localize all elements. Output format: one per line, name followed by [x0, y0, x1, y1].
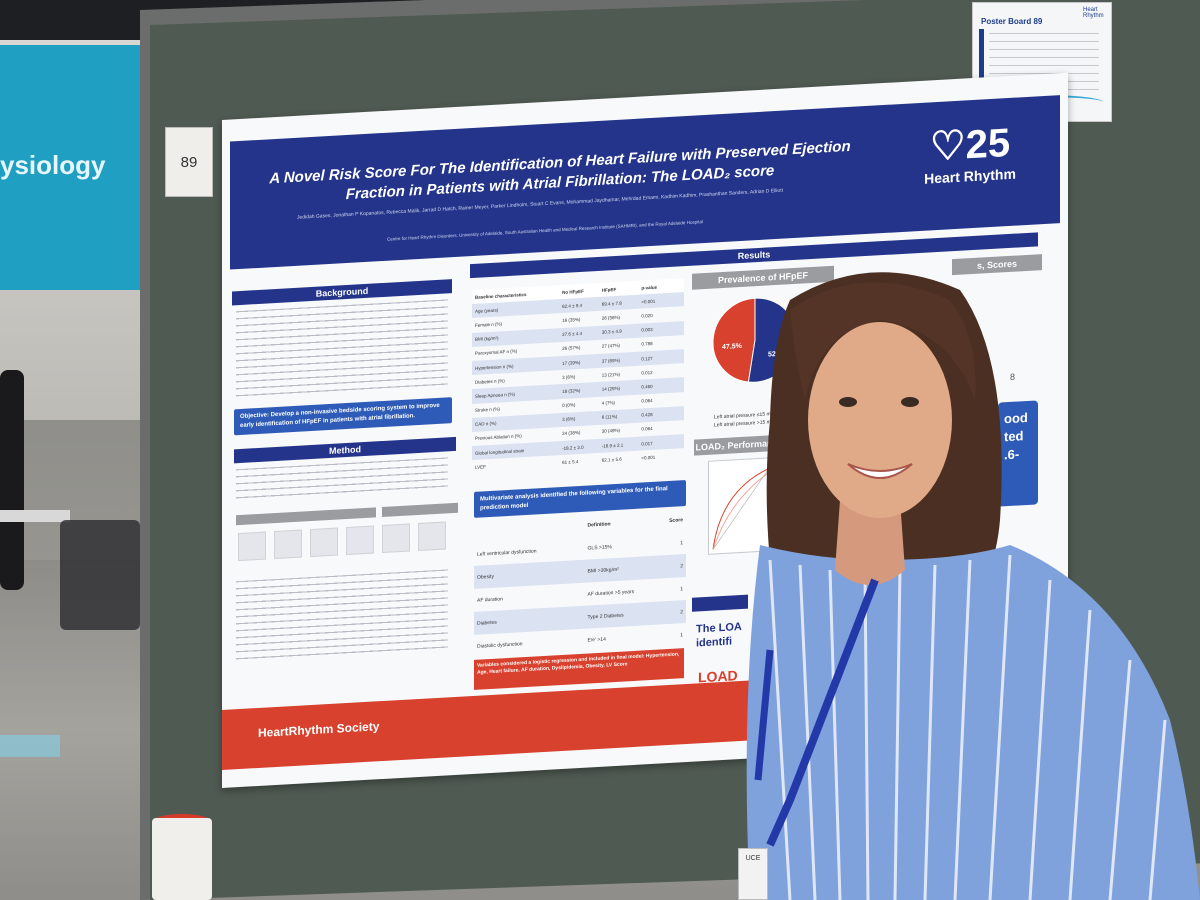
poster-board-label-title: Poster Board 89 — [981, 17, 1043, 26]
label-stripe — [979, 29, 984, 101]
lanyard-left — [754, 649, 774, 781]
label-logo: Heart Rhythm — [1083, 7, 1104, 19]
eye-right — [901, 397, 919, 407]
roc-diagonal — [712, 468, 770, 550]
roc-curve — [712, 472, 770, 550]
pie-slice — [712, 297, 756, 383]
face — [808, 322, 952, 518]
background-person — [0, 370, 24, 590]
floor-light-reflection — [0, 735, 60, 757]
neck — [835, 500, 905, 585]
smile — [847, 463, 913, 479]
background-chair — [60, 520, 140, 630]
roc-curve-chart — [708, 457, 774, 555]
eye-left — [839, 397, 857, 407]
blouse — [746, 545, 1200, 900]
background-table — [0, 510, 70, 522]
name-badge: UCE — [738, 848, 768, 900]
lanyard — [766, 578, 879, 847]
roc-curve — [712, 467, 770, 550]
hair-front — [790, 282, 976, 400]
tape-roll — [152, 818, 212, 900]
board-number: 89 — [165, 127, 213, 197]
blouse-stripes — [768, 554, 1167, 900]
banner-text: ysiology — [0, 150, 106, 180]
